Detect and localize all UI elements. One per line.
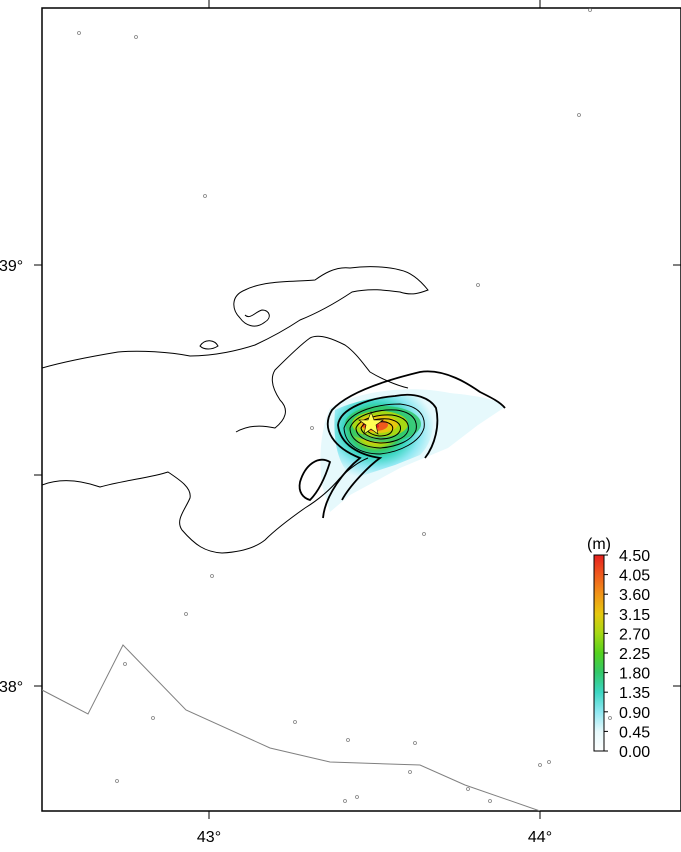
colorbar-label: 1.80 <box>619 666 650 683</box>
colorbar-scale <box>593 554 605 752</box>
y-tick-label: 38° <box>0 679 23 696</box>
colorbar-label: 0.45 <box>619 724 650 741</box>
colorbar-label: 1.35 <box>619 685 650 702</box>
colorbar-label: 2.70 <box>619 626 650 643</box>
epicenter-star-icon <box>358 411 384 435</box>
contour-lines <box>322 370 506 519</box>
colorbar-label: 3.60 <box>619 587 650 604</box>
colorbar: (m) 4.50 4.05 3.60 3.15 2.70 2.25 1.80 1.35 0.90… <box>587 536 650 761</box>
colorbar-label: 3.15 <box>619 607 650 624</box>
x-tick-label: 44° <box>528 829 552 846</box>
colorbar-label: 2.25 <box>619 646 650 663</box>
colorbar-label: 4.50 <box>619 548 650 565</box>
coastline <box>42 266 429 554</box>
colorbar-label: 4.05 <box>619 568 650 585</box>
x-tick-label: 43° <box>197 829 221 846</box>
colorbar-unit: (m) <box>587 536 611 553</box>
colorbar-labels: 4.50 4.05 3.60 3.15 2.70 2.25 1.80 1.35 0.90 0.45… <box>604 548 650 761</box>
frame-ticks <box>34 0 681 819</box>
colorbar-label: 0.00 <box>619 744 650 761</box>
station-markers <box>77 8 612 803</box>
y-tick-label: 39° <box>0 258 23 275</box>
fault-line <box>42 644 541 811</box>
colorbar-label: 0.90 <box>619 705 650 722</box>
